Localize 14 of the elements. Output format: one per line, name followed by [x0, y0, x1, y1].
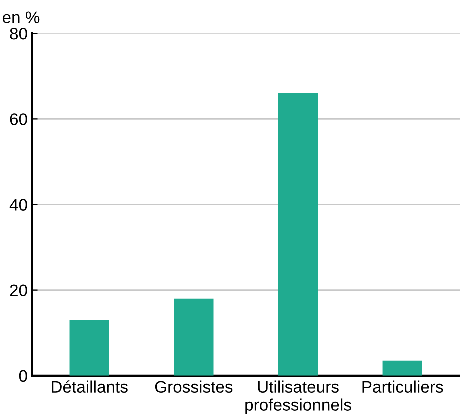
x-tick-label: Utilisateurs professionnels: [246, 380, 352, 414]
bar: [278, 94, 318, 376]
bar: [174, 298, 214, 376]
x-tick-label: Détaillants: [52, 380, 128, 394]
y-axis-title: en %: [2, 12, 40, 24]
bar: [382, 360, 422, 376]
x-tick-label: Grossistes: [155, 380, 233, 394]
y-tick-label: 20: [10, 284, 28, 297]
y-tick-label: 60: [10, 114, 28, 126]
y-tick-label: 0: [19, 370, 28, 382]
y-tick-label: 80: [10, 28, 28, 40]
x-tick-label: Particuliers: [362, 380, 444, 394]
bar: [70, 320, 110, 376]
y-tick-label: 40: [10, 199, 28, 211]
